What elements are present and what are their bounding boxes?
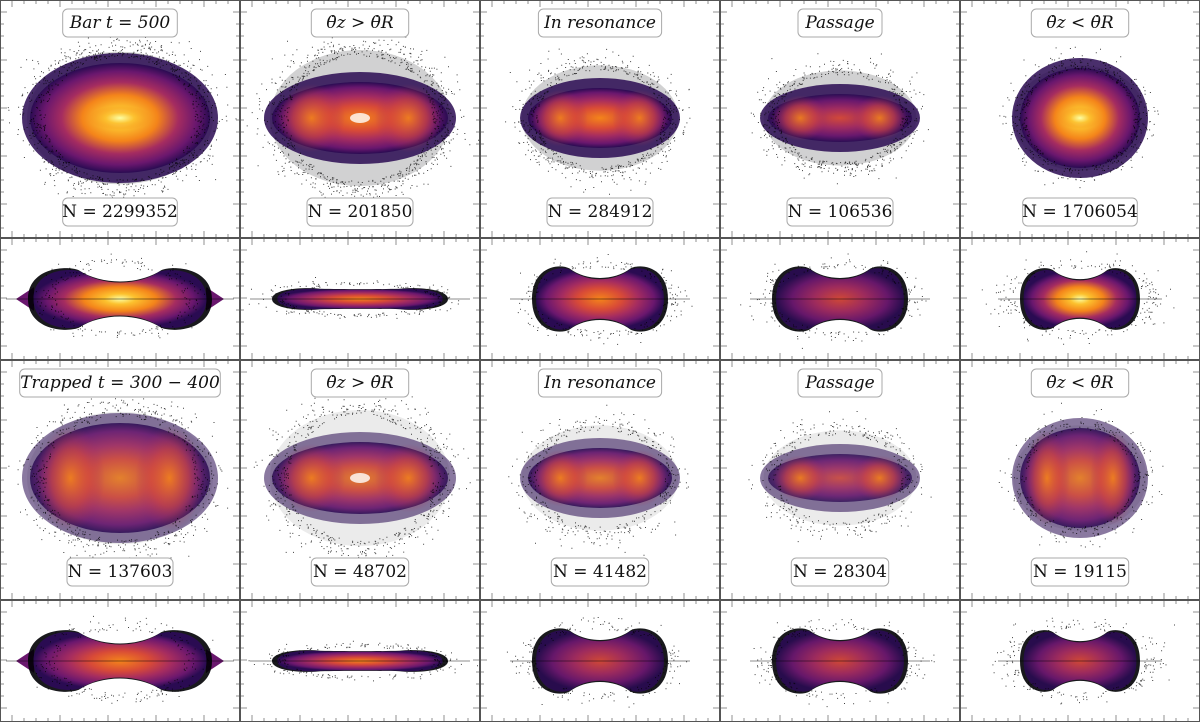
face-density-bar-5: [1012, 58, 1148, 178]
panel-title-trapped-2: θ̇z > θ̇R: [310, 368, 410, 398]
scatter-face-trapped-3: [508, 404, 689, 556]
particle-count-bar-4-text: N = 106536: [788, 202, 893, 222]
particle-count-bar-4: N = 106536: [786, 197, 894, 227]
panel-title-bar-4-text: Passage: [804, 13, 874, 33]
particle-count-bar-3-text: N = 284912: [548, 202, 653, 222]
edge-density-trapped-5: [998, 630, 1162, 692]
panel-title-bar-3-text: In resonance: [543, 13, 656, 33]
particle-count-trapped-5: N = 19115: [1030, 557, 1130, 587]
panel-title-trapped-1: Trapped t = 300 − 400: [19, 368, 221, 398]
face-density-bar-2: [264, 50, 456, 186]
panel-labels: Bar t = 500 N = 2299352 θ̇z > θ̇R N = 20185…: [19, 8, 1138, 587]
particle-count-trapped-3-text: N = 41482: [553, 562, 647, 582]
panel-title-trapped-4-text: Passage: [804, 373, 874, 393]
face-density-trapped-3: [520, 425, 680, 531]
edge-density-trapped-1: [6, 630, 234, 692]
panel-title-trapped-3-text: In resonance: [543, 373, 656, 393]
edge-density-bar-3: [510, 266, 690, 332]
panel-title-trapped-3: In resonance: [537, 368, 663, 398]
edge-density-trapped-4: [750, 628, 930, 694]
face-density-bar-3: [520, 65, 680, 171]
particle-count-bar-1-text: N = 2299352: [62, 202, 178, 222]
panel-title-trapped-5: θ̇z < θ̇R: [1030, 368, 1130, 398]
particle-count-trapped-4: N = 28304: [790, 557, 890, 587]
edge-density-trapped-2: [250, 650, 470, 672]
scatter-edge-bar-2: [248, 277, 460, 319]
panel-title-bar-1: Bar t = 500: [62, 8, 178, 38]
scatter-face-bar-2: [251, 26, 480, 214]
particle-count-trapped-5-text: N = 19115: [1033, 562, 1127, 582]
panel-title-bar-5: θ̇z < θ̇R: [1030, 8, 1130, 38]
face-density-bar-4: [760, 70, 920, 166]
edge-density-bar-4: [750, 266, 930, 332]
density-maps: [6, 50, 1162, 694]
particle-count-bar-5: N = 1706054: [1022, 197, 1138, 227]
particle-count-bar-5-text: N = 1706054: [1022, 202, 1138, 222]
particle-count-trapped-1-text: N = 137603: [68, 562, 173, 582]
scatter-particles: [7, 25, 1175, 708]
particle-count-trapped-4-text: N = 28304: [793, 562, 887, 582]
panel-title-bar-4: Passage: [797, 8, 883, 38]
face-density-trapped-4: [760, 430, 920, 526]
particle-count-bar-2-text: N = 201850: [308, 202, 413, 222]
face-density-bar-1: [22, 51, 218, 185]
edge-density-bar-5: [998, 268, 1162, 330]
panel-title-trapped-4: Passage: [797, 368, 883, 398]
face-density-trapped-2: [264, 410, 456, 546]
panel-title-trapped-2-text: θ̇z > θ̇R: [326, 373, 393, 393]
scatter-face-bar-3: [505, 48, 691, 201]
particle-count-bar-1: N = 2299352: [62, 197, 178, 227]
panel-title-bar-2: θ̇z > θ̇R: [310, 8, 410, 38]
particle-count-trapped-2: N = 48702: [310, 557, 410, 587]
panel-title-bar-2-text: θ̇z > θ̇R: [326, 13, 393, 33]
face-density-trapped-5: [1012, 418, 1148, 538]
edge-density-bar-2: [250, 288, 470, 310]
particle-count-trapped-2-text: N = 48702: [313, 562, 407, 582]
particle-count-bar-2: N = 201850: [306, 197, 414, 227]
panel-title-bar-5-text: θ̇z < θ̇R: [1046, 13, 1113, 33]
panel-title-trapped-5-text: θ̇z < θ̇R: [1046, 373, 1113, 393]
panel-title-bar-3: In resonance: [537, 8, 663, 38]
face-density-trapped-1: [22, 411, 218, 545]
edge-density-trapped-3: [510, 628, 690, 694]
particle-count-trapped-3: N = 41482: [550, 557, 650, 587]
particle-count-bar-3: N = 284912: [546, 197, 654, 227]
edge-density-bar-1: [6, 268, 234, 330]
panel-title-bar-1-text: Bar t = 500: [69, 13, 171, 33]
panel-title-trapped-1-text: Trapped t = 300 − 400: [20, 373, 220, 393]
particle-count-trapped-1: N = 137603: [66, 557, 174, 587]
